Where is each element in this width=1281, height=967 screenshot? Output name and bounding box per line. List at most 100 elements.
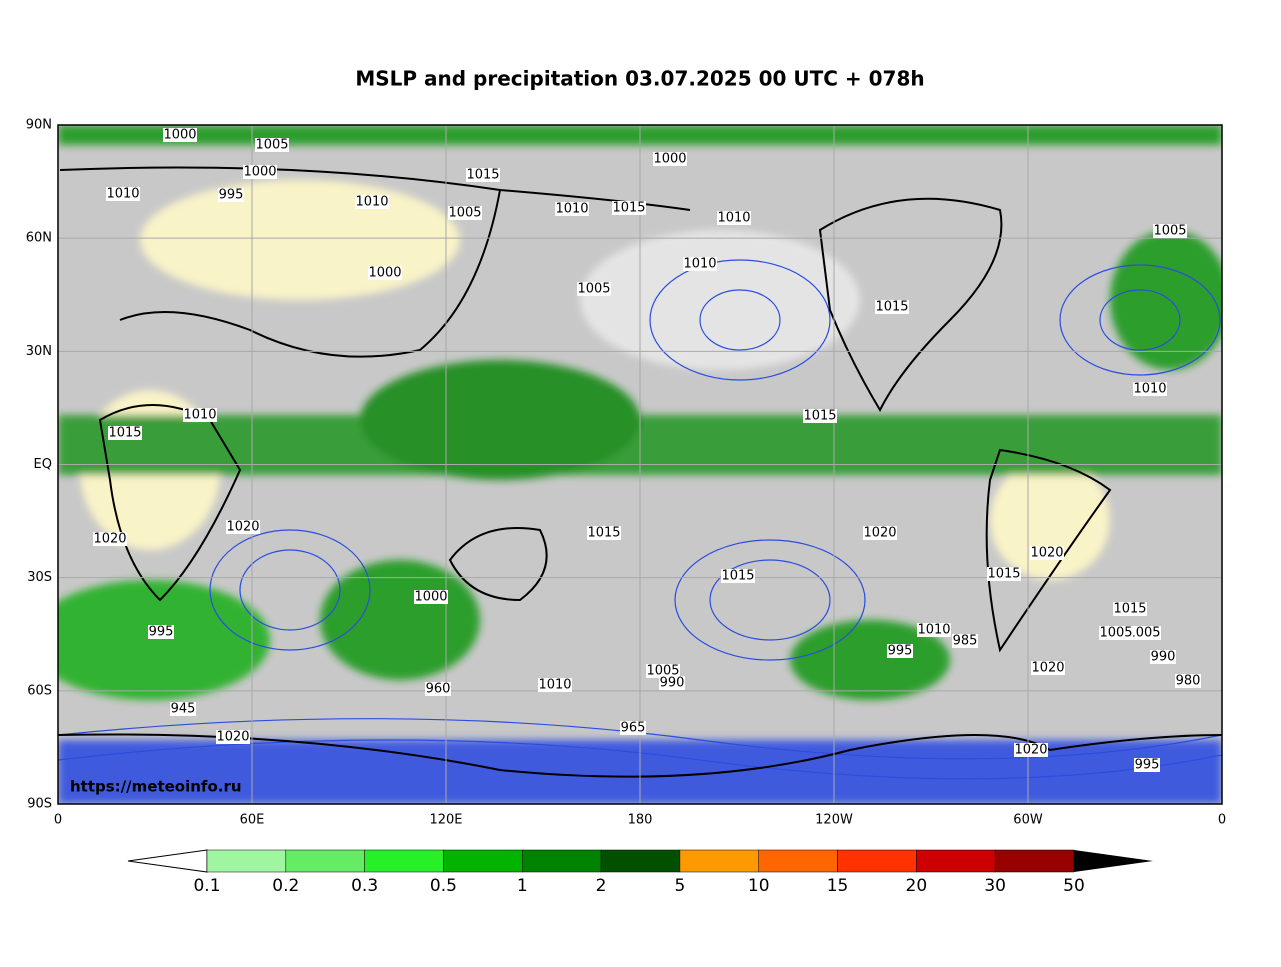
isobar-label: 1010 bbox=[355, 195, 389, 210]
isobar-label-bg bbox=[987, 567, 1021, 581]
isobar-label-bg bbox=[466, 168, 500, 182]
isobar-label-bg bbox=[368, 266, 402, 280]
isobar-label-bg bbox=[106, 187, 140, 201]
isobar-label: 960 bbox=[425, 682, 451, 697]
colorbar-box bbox=[679, 849, 759, 873]
isobar-label-bg bbox=[803, 409, 837, 423]
isobar-label: 1020 bbox=[1030, 546, 1064, 561]
isobar-label-bg bbox=[1099, 626, 1133, 640]
isobar-label-bg bbox=[1150, 650, 1176, 664]
isobar-label-bg bbox=[721, 569, 755, 583]
isobar-label-bg bbox=[170, 702, 196, 716]
isobar-label: 1010 bbox=[106, 187, 140, 202]
isobar-label-text: 1000 bbox=[243, 165, 276, 180]
x-axis-label: 60E bbox=[240, 813, 265, 828]
isobar-label-text: 1010 bbox=[917, 623, 950, 638]
isobar-label-bg bbox=[555, 202, 589, 216]
map-frame bbox=[57, 124, 1223, 805]
isobar-label-text: 1020 bbox=[226, 520, 259, 535]
x-axis-label: 120W bbox=[815, 813, 853, 828]
colorbar-over bbox=[1074, 850, 1153, 872]
isobar-label-bg bbox=[620, 721, 646, 735]
isobar-label-text: 985 bbox=[953, 634, 978, 649]
isobar-label-text: 1015 bbox=[721, 569, 754, 584]
isobar-label: 1020 bbox=[226, 520, 260, 535]
isobar-label-bg bbox=[683, 257, 717, 271]
isobar-label-text: 1020 bbox=[1031, 661, 1064, 676]
isobar-label-text: 960 bbox=[426, 682, 451, 697]
y-axis-label: 90N bbox=[26, 118, 52, 133]
isobar-label-text: 1015 bbox=[612, 201, 645, 216]
colorbar-box bbox=[443, 849, 523, 873]
isobar-label-text: 1020 bbox=[863, 526, 896, 541]
isobar-label-text: 1010 bbox=[1133, 382, 1166, 397]
isobar-label-text: 980 bbox=[1176, 674, 1201, 689]
isobar-label: 1005 bbox=[1099, 626, 1133, 641]
isobar-label-text: 995 bbox=[888, 644, 913, 659]
isobar-label: 1015 bbox=[612, 201, 646, 216]
isobar-label-text: 1000 bbox=[414, 590, 447, 605]
isobar-label-text: 1010 bbox=[555, 202, 588, 217]
x-axis-label: 0 bbox=[54, 813, 62, 828]
isobar-label: 1010 bbox=[183, 408, 217, 423]
isobar-label: 1000 bbox=[368, 266, 402, 281]
isobar-label-bg bbox=[183, 408, 217, 422]
isobar-label-text: 1020 bbox=[1030, 546, 1063, 561]
colorbar-label: 0.3 bbox=[351, 876, 378, 896]
isobar-label-text: 995 bbox=[1135, 758, 1160, 773]
isobar-label: 1005 bbox=[255, 138, 289, 153]
isobar-label-text: 1015 bbox=[987, 567, 1020, 582]
isobar-label-bg bbox=[653, 152, 687, 166]
isobar-label: 1020 bbox=[216, 730, 250, 745]
isobar-label: 995 bbox=[887, 644, 913, 659]
isobar-label-bg bbox=[646, 664, 680, 678]
isobar-label-bg bbox=[414, 590, 448, 604]
isobar-label: 1015 bbox=[466, 168, 500, 183]
isobar-label: 1005 bbox=[448, 206, 482, 221]
colorbar-box bbox=[758, 849, 838, 873]
isobar-label: 1000 bbox=[653, 152, 687, 167]
isobar-label: 1020 bbox=[1031, 661, 1065, 676]
isobar-label-text: 990 bbox=[1151, 650, 1176, 665]
isobar-label-bg bbox=[917, 623, 951, 637]
colorbar-label: 0.1 bbox=[193, 876, 220, 896]
isobar-label-text: 1000 bbox=[653, 152, 686, 167]
colorbar-label: 5 bbox=[674, 876, 685, 896]
isobar-label-bg bbox=[163, 128, 197, 142]
isobar-label-bg bbox=[216, 730, 250, 744]
isobar-label-text: 1005 bbox=[255, 138, 288, 153]
isobar-label-bg bbox=[1175, 674, 1201, 688]
isobar-label-text: 1010 bbox=[538, 678, 571, 693]
x-axis-label: 60W bbox=[1013, 813, 1043, 828]
isobar-label: 1015 bbox=[587, 526, 621, 541]
colorbar-under bbox=[127, 849, 208, 873]
isobar-label-bg bbox=[93, 532, 127, 546]
colorbar-box bbox=[522, 849, 602, 873]
isobar-label: 990 bbox=[659, 676, 685, 691]
colorbar-box bbox=[206, 849, 287, 873]
isobar-label-bg bbox=[1133, 382, 1167, 396]
isobar-label-text: 1020 bbox=[93, 532, 126, 547]
isobar-label: 1010 bbox=[1133, 382, 1167, 397]
isobar-label-bg bbox=[448, 206, 482, 220]
colorbar-label: 0.2 bbox=[272, 876, 299, 896]
colorbar-box bbox=[916, 849, 996, 873]
isobar-label: 1010 bbox=[683, 257, 717, 272]
isobar-label-text: 1015 bbox=[587, 526, 620, 541]
isobar-label-bg bbox=[1014, 743, 1048, 757]
colorbar-label: 15 bbox=[827, 876, 849, 896]
isobar-label-text: 1000 bbox=[163, 128, 196, 143]
isobar-label-bg bbox=[659, 676, 685, 690]
x-axis-label: 120E bbox=[429, 813, 462, 828]
isobar-label: 1015 bbox=[875, 300, 909, 315]
colorbar-box bbox=[837, 849, 917, 873]
colorbar-label: 2 bbox=[596, 876, 607, 896]
isobar-label-bg bbox=[587, 526, 621, 540]
isobar-label-text: 1020 bbox=[216, 730, 249, 745]
isobar-label-text: 990 bbox=[660, 676, 685, 691]
isobar-label-text: 1005 bbox=[448, 206, 481, 221]
isobar-label-text: 1015 bbox=[803, 409, 836, 424]
y-axis-label: 30S bbox=[27, 570, 52, 585]
isobar-label: 965 bbox=[620, 721, 646, 736]
